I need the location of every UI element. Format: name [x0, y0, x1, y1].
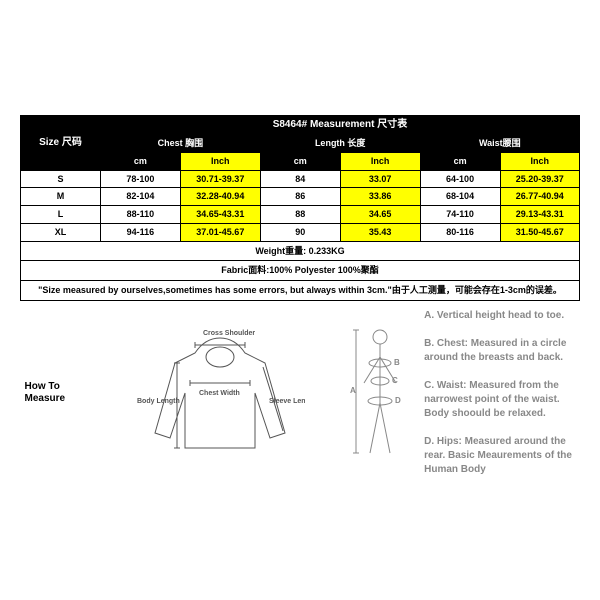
svg-text:B: B — [394, 358, 400, 367]
data-cell: 31.50-45.67 — [500, 223, 579, 241]
data-cell: 86 — [260, 188, 340, 206]
data-cell: 37.01-45.67 — [180, 223, 260, 241]
unit-inch: Inch — [500, 152, 579, 170]
data-cell: 34.65 — [340, 206, 420, 224]
size-cell: L — [21, 206, 101, 224]
data-cell: 78-100 — [100, 170, 180, 188]
data-cell: 82-104 — [100, 188, 180, 206]
data-cell: 64-100 — [420, 170, 500, 188]
data-cell: 30.71-39.37 — [180, 170, 260, 188]
col-group-length: Length 长度 — [260, 134, 420, 152]
col-group-waist: Waist腰围 — [420, 134, 579, 152]
data-cell: 90 — [260, 223, 340, 241]
data-cell: 33.86 — [340, 188, 420, 206]
table-row: S 78-100 30.71-39.37 84 33.07 64-100 25.… — [21, 170, 580, 188]
data-cell: 68-104 — [420, 188, 500, 206]
group-header-row: Chest 胸围 Length 长度 Waist腰围 — [21, 134, 580, 152]
label-chest-width: Chest Width — [199, 390, 240, 397]
label-body-length: Body Length — [137, 398, 180, 405]
svg-text:D: D — [395, 396, 401, 405]
note-c: C. Waist: Measured from the narrowest po… — [424, 379, 575, 421]
unit-cm: cm — [420, 152, 500, 170]
unit-cm: cm — [260, 152, 340, 170]
note-d: D. Hips: Measured around the rear. Basic… — [424, 435, 575, 477]
data-cell: 88-110 — [100, 206, 180, 224]
data-cell: 33.07 — [340, 170, 420, 188]
data-cell: 84 — [260, 170, 340, 188]
data-cell: 80-116 — [420, 223, 500, 241]
data-cell: 88 — [260, 206, 340, 224]
data-cell: 34.65-43.31 — [180, 206, 260, 224]
svg-text:C: C — [392, 376, 398, 385]
table-title: S8464# Measurement 尺寸表 — [100, 115, 579, 134]
garment-icon: Cross Shoulder Body Length Chest Width S… — [135, 323, 305, 463]
unit-inch: Inch — [340, 152, 420, 170]
data-cell: 94-116 — [100, 223, 180, 241]
how-to-measure-label: How To Measure — [21, 301, 101, 486]
table-row: M 82-104 32.28-40.94 86 33.86 68-104 26.… — [21, 188, 580, 206]
body-icon: A B C D — [350, 323, 410, 463]
data-cell: 35.43 — [340, 223, 420, 241]
col-group-chest: Chest 胸围 — [100, 134, 260, 152]
size-cell: S — [21, 170, 101, 188]
table-row: XL 94-116 37.01-45.67 90 35.43 80-116 31… — [21, 223, 580, 241]
body-diagram: A B C D — [340, 301, 420, 486]
note-b: B. Chest: Measured in a circle around th… — [424, 337, 575, 365]
fabric-row: Fabric面料:100% Polyester 100%聚酯 — [21, 261, 580, 281]
fabric-text: Fabric面料:100% Polyester 100%聚酯 — [21, 261, 580, 281]
note-a: A. Vertical height head to toe. — [424, 309, 575, 323]
data-cell: 29.13-43.31 — [500, 206, 579, 224]
table-row: L 88-110 34.65-43.31 88 34.65 74-110 29.… — [21, 206, 580, 224]
body-notes: A. Vertical height head to toe. B. Chest… — [420, 301, 579, 486]
svg-text:A: A — [350, 386, 356, 395]
size-chart-sheet: Size 尺码 S8464# Measurement 尺寸表 Chest 胸围 … — [20, 115, 580, 485]
unit-inch: Inch — [180, 152, 260, 170]
unit-cm: cm — [100, 152, 180, 170]
data-cell: 25.20-39.37 — [500, 170, 579, 188]
garment-diagram: Cross Shoulder Body Length Chest Width S… — [100, 301, 340, 486]
data-cell: 26.77-40.94 — [500, 188, 579, 206]
size-header: Size 尺码 — [21, 115, 101, 170]
measurement-table: Size 尺码 S8464# Measurement 尺寸表 Chest 胸围 … — [20, 115, 580, 485]
disclaimer-text: "Size measured by ourselves,sometimes ha… — [21, 281, 580, 301]
weight-text: Weight重量: 0.233KG — [21, 241, 580, 261]
disclaimer-row: "Size measured by ourselves,sometimes ha… — [21, 281, 580, 301]
data-cell: 32.28-40.94 — [180, 188, 260, 206]
title-row: Size 尺码 S8464# Measurement 尺寸表 — [21, 115, 580, 134]
data-cell: 74-110 — [420, 206, 500, 224]
label-cross-shoulder: Cross Shoulder — [203, 330, 255, 337]
weight-row: Weight重量: 0.233KG — [21, 241, 580, 261]
label-sleeve-length: Sleeve Length — [269, 398, 305, 405]
unit-header-row: cm Inch cm Inch cm Inch — [21, 152, 580, 170]
size-cell: XL — [21, 223, 101, 241]
size-cell: M — [21, 188, 101, 206]
how-to-measure-row: How To Measure — [21, 301, 580, 486]
